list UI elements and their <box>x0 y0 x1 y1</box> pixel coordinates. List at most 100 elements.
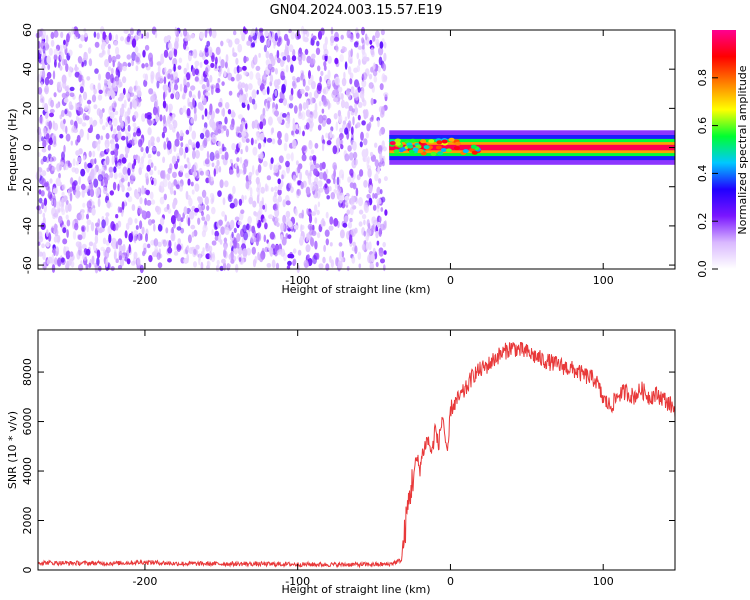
spectrogram-cell <box>140 233 143 241</box>
spectrogram-cell <box>184 39 188 47</box>
spectrogram-cell <box>281 83 286 94</box>
spectrogram-cell <box>280 59 285 68</box>
spectrogram-cell <box>56 81 61 90</box>
spectrogram-cell <box>195 141 200 149</box>
spectrogram-cell <box>127 116 131 124</box>
spectrogram-x-ticks: -200 -100 0 100 <box>132 30 614 287</box>
spectrogram-cell <box>76 134 81 143</box>
spectrogram-cell <box>296 76 301 83</box>
spectrogram-cell <box>37 231 43 240</box>
spectrogram-cell <box>157 169 161 175</box>
spectrogram-cell <box>335 121 338 131</box>
spectrogram-cell <box>229 123 235 131</box>
spectrogram-cell <box>88 262 92 268</box>
spectrogram-cell <box>101 41 107 47</box>
spectrogram-cell <box>330 126 334 132</box>
spectrogram-cell <box>54 257 58 265</box>
spectrogram-cell <box>110 67 114 75</box>
spectrogram-cell <box>38 197 43 204</box>
spectrogram-cell <box>187 52 192 62</box>
spectrogram-cell <box>264 30 269 37</box>
x-tick-label: 0 <box>447 575 454 588</box>
spectrogram-cell <box>48 137 53 146</box>
spectrogram-cell <box>180 142 184 148</box>
spectrogram-cell <box>288 44 294 53</box>
spectrogram-cell <box>339 54 344 62</box>
spectrogram-cell <box>366 193 371 199</box>
spectrogram-cell <box>266 175 272 181</box>
spectrogram-cell <box>217 78 221 83</box>
spectrogram-cell <box>241 93 247 103</box>
spectrogram-cell <box>296 90 302 98</box>
spectrogram-cell <box>122 87 126 96</box>
spectrogram-cell <box>264 222 268 230</box>
spectrogram-cell <box>349 77 353 85</box>
spectrogram-cell <box>234 216 240 221</box>
spectrogram-cell <box>136 256 141 266</box>
spectrogram-cell <box>197 217 201 225</box>
spectrogram-cell <box>267 63 273 71</box>
spectrogram-cell <box>277 35 283 46</box>
spectrogram-band-blob <box>454 141 461 146</box>
spectrogram-cell <box>144 172 149 180</box>
spectrogram-cell <box>80 168 86 177</box>
spectrogram-cell <box>246 40 251 46</box>
spectrogram-cell <box>74 222 79 231</box>
spectrogram-cell <box>193 248 197 255</box>
y-tick-label: 8000 <box>21 358 34 386</box>
spectrogram-cell <box>341 173 344 181</box>
spectrogram-cell <box>375 230 379 239</box>
spectrogram-cell <box>136 128 141 134</box>
spectrogram-cell <box>368 178 373 185</box>
spectrogram-cell <box>182 93 186 100</box>
spectrogram-cell <box>186 62 190 71</box>
spectrogram-cell <box>136 90 142 98</box>
spectrogram-cell <box>107 80 112 86</box>
spectrogram-cell <box>245 175 249 183</box>
spectrogram-band-blob <box>389 141 396 146</box>
spectrogram-cell <box>75 190 81 199</box>
spectrogram-cell <box>203 122 208 129</box>
spectrogram-cell <box>318 180 323 188</box>
spectrogram-cell <box>97 82 101 92</box>
spectrogram-cell <box>349 234 353 244</box>
spectrogram-cell <box>375 38 380 46</box>
spectrogram-cell <box>53 223 57 233</box>
spectrogram-cell <box>209 192 215 199</box>
spectrogram-cell <box>40 190 45 197</box>
spectrogram-cell <box>274 68 278 75</box>
spectrogram-cell <box>207 46 213 55</box>
snr-series-line <box>37 341 676 569</box>
spectrogram-band-blob <box>393 149 400 154</box>
spectrogram-cell <box>199 31 205 39</box>
spectrogram-cell <box>316 40 320 47</box>
spectrogram-cell <box>249 71 254 80</box>
spectrogram-cell <box>201 216 206 221</box>
spectrogram-cell <box>88 58 93 67</box>
spectrogram-cell <box>314 204 318 213</box>
spectrogram-cell <box>50 31 55 40</box>
spectrogram-cell <box>292 258 297 266</box>
spectrogram-cell <box>85 185 89 193</box>
spectrogram-cell <box>97 197 101 208</box>
spectrogram-cell <box>145 146 149 154</box>
spectrogram-cell <box>282 55 287 61</box>
spectrogram-cell <box>211 206 216 215</box>
spectrogram-cell <box>181 108 186 113</box>
spectrogram-cell <box>322 171 327 181</box>
x-tick-label: 100 <box>593 575 614 588</box>
spectrogram-cell <box>361 87 365 95</box>
spectrogram-cell <box>276 116 282 122</box>
spectrogram-cell <box>38 251 44 257</box>
spectrogram-cell <box>297 165 301 174</box>
spectrogram-cell <box>305 122 310 130</box>
spectrogram-cell <box>210 62 215 68</box>
spectrogram-cell <box>52 70 56 80</box>
spectrogram-cell <box>162 100 167 109</box>
spectrogram-cell <box>129 27 134 36</box>
spectrogram-cell <box>378 249 384 257</box>
spectrogram-cell <box>64 86 69 92</box>
spectrogram-band-blob <box>448 137 455 142</box>
spectrogram-cell <box>349 72 354 79</box>
spectrogram-cell <box>374 142 378 148</box>
